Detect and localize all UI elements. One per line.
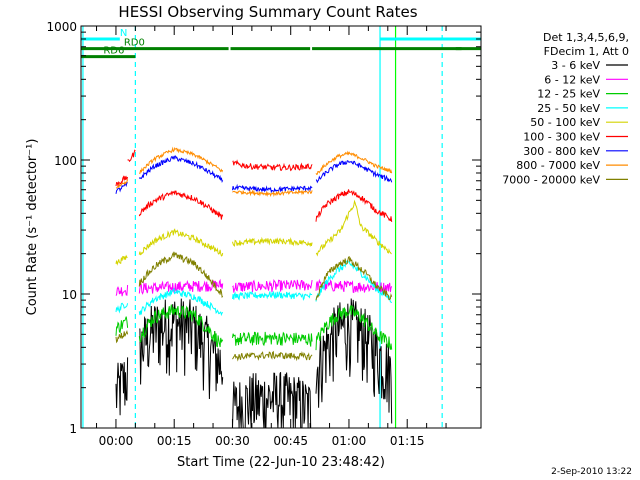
series-lines [115, 146, 393, 429]
series-line [232, 189, 313, 198]
legend-entry: 6 - 12 keV [544, 73, 600, 86]
legend: Det 1,3,4,5,6,9,FDecim 1, Att 03 - 6 keV… [502, 31, 629, 186]
flag-label: RD0 [124, 38, 145, 49]
y-axis-label: Count Rate (s⁻¹ detector⁻¹) [25, 139, 40, 316]
y-tick-label: 100 [54, 154, 77, 168]
legend-entry: 50 - 100 keV [530, 116, 600, 129]
x-tick-label: 00:00 [99, 434, 134, 448]
series-8 [115, 251, 393, 362]
series-line [138, 304, 224, 348]
series-line [315, 189, 393, 222]
series-line [138, 278, 224, 295]
series-1 [115, 278, 393, 297]
legend-entry: 300 - 800 keV [523, 145, 600, 158]
series-line [315, 199, 392, 257]
x-tick-label: 00:45 [273, 434, 308, 448]
y-tick-label: 1000 [46, 20, 77, 34]
series-line [138, 146, 224, 175]
y-tick-label: 10 [62, 288, 77, 302]
series-line [138, 228, 224, 257]
footer-date: 2-Sep-2010 13:22 [551, 467, 632, 477]
series-line [115, 316, 129, 336]
legend-entry: 800 - 7000 keV [516, 159, 600, 172]
series-5 [115, 149, 393, 222]
series-0 [115, 298, 393, 429]
series-7 [115, 146, 393, 198]
legend-header: Det 1,3,4,5,6,9, [543, 31, 629, 44]
series-line [115, 179, 129, 189]
legend-entry: 3 - 6 keV [551, 59, 600, 72]
series-line [315, 255, 393, 301]
series-2 [115, 304, 393, 351]
series-line [115, 357, 129, 416]
y-tick-label: 1 [69, 422, 77, 436]
series-line [127, 149, 136, 163]
series-line [232, 331, 313, 347]
legend-header: FDecim 1, Att 0 [544, 45, 629, 58]
series-6 [115, 155, 393, 194]
series-line [138, 287, 224, 317]
chart-title: HESSI Observing Summary Count Rates [118, 3, 417, 21]
series-line [138, 251, 224, 299]
x-tick-label: 01:15 [390, 434, 425, 448]
x-axis-label: Start Time (22-Jun-10 23:48:42) [177, 455, 385, 470]
series-line [315, 304, 393, 351]
series-line [115, 302, 129, 314]
series-line [232, 290, 313, 301]
series-line [138, 190, 224, 220]
series-4 [115, 199, 392, 266]
legend-entry: 25 - 50 keV [537, 102, 600, 115]
series-line [232, 183, 313, 194]
series-line [115, 254, 128, 266]
series-line [232, 236, 313, 248]
series-line [315, 150, 393, 175]
x-tick-label: 01:00 [332, 434, 367, 448]
flag-label: N [120, 28, 127, 39]
series-line [115, 175, 129, 187]
x-tick-label: 00:30 [215, 434, 250, 448]
flag-label: RD6 [103, 46, 124, 57]
series-line [232, 279, 313, 293]
legend-entry: 12 - 25 keV [537, 88, 600, 101]
series-line [139, 298, 224, 400]
series-line [115, 284, 129, 297]
legend-entry: 7000 - 20000 keV [502, 173, 600, 186]
series-line [315, 160, 393, 184]
plot-frame [80, 25, 482, 429]
x-tick-label: 00:15 [157, 434, 192, 448]
vertical-markers [82, 26, 443, 428]
series-line [232, 159, 313, 172]
series-line [232, 350, 313, 362]
series-line [138, 155, 224, 184]
series-line [232, 372, 313, 429]
axis-ticks: 1 10 100 1000 00:00 00:15 00:30 00:45 01:00 01:15 [46, 20, 481, 448]
legend-entry: 100 - 300 keV [523, 131, 600, 144]
series-line [115, 329, 129, 344]
series-line [115, 181, 128, 194]
